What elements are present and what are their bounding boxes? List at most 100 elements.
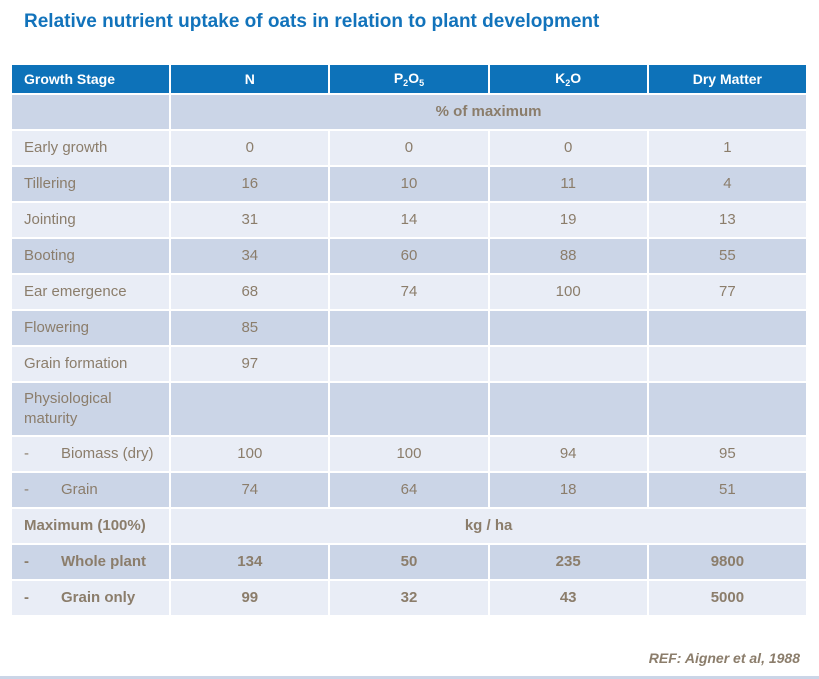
header-text: K [555, 70, 566, 86]
row-label-text: Grain only [61, 589, 136, 606]
table-row: Maximum (100%) kg / ha [9, 507, 808, 545]
row-label-text: Grain [61, 481, 98, 498]
column-header-dry-matter: Dry Matter [646, 63, 809, 95]
dash-marker: - [24, 481, 29, 498]
row-label: - Grain only [9, 579, 172, 617]
column-header-growth-stage: Growth Stage [9, 63, 172, 95]
value-cell: 134 [169, 543, 331, 581]
value-cell: 43 [487, 579, 649, 617]
row-label-text: Biomass (dry) [61, 445, 154, 462]
row-label-text: Ear emergence [24, 283, 127, 300]
row-label: Tillering [9, 165, 172, 203]
table-row: - Whole plant 134 50 235 9800 [9, 543, 809, 581]
table-header: Growth Stage N P2O5 K2O Dry Matter [9, 63, 809, 95]
value-cell: 55 [646, 237, 809, 275]
nutrient-table: Growth Stage N P2O5 K2O Dry Matter % of maxi… [9, 63, 809, 617]
table-row: Physiological maturity [9, 381, 809, 437]
value-cell: 0 [169, 129, 331, 167]
value-cell: 0 [328, 129, 490, 167]
header-text: Dry Matter [692, 71, 762, 87]
row-label: - Whole plant [9, 543, 172, 581]
value-cell: 50 [328, 543, 490, 581]
value-cell: 5000 [646, 579, 809, 617]
row-label-text: Whole plant [61, 553, 146, 570]
value-cell: 1 [646, 129, 809, 167]
value-cell [487, 345, 649, 383]
dash-marker: - [24, 589, 29, 606]
column-header-k2o: K2O [487, 63, 649, 95]
page-title: Relative nutrient uptake of oats in rela… [24, 11, 600, 32]
table-body: % of maximum Early growth 0 0 0 1 Tillering 16 1… [9, 93, 809, 617]
value-cell: 95 [646, 435, 809, 473]
dash-marker: - [24, 553, 29, 570]
row-label: Maximum (100%) [9, 507, 172, 545]
table-row: Jointing 31 14 19 13 [9, 201, 809, 239]
table-row: Early growth 0 0 0 1 [9, 129, 809, 167]
value-cell [646, 345, 809, 383]
value-cell [169, 381, 331, 437]
table-row: Flowering 85 [9, 309, 809, 347]
row-label-text: Physiological maturity [24, 390, 112, 427]
header-row: Growth Stage N P2O5 K2O Dry Matter [9, 63, 809, 95]
value-cell: 235 [487, 543, 649, 581]
table-row: Tillering 16 10 11 4 [9, 165, 809, 203]
value-cell [328, 309, 490, 347]
value-cell: 0 [487, 129, 649, 167]
row-label-text: Early growth [24, 139, 108, 156]
row-label: Booting [9, 237, 172, 275]
value-cell: 19 [487, 201, 649, 239]
value-cell: 68 [169, 273, 331, 311]
value-cell [487, 309, 649, 347]
value-cell: 10 [328, 165, 490, 203]
value-cell: 11 [487, 165, 649, 203]
value-cell [328, 345, 490, 383]
table-row: - Grain 74 64 18 51 [9, 471, 809, 509]
row-label-text: Tillering [24, 175, 76, 192]
row-label [9, 93, 172, 131]
value-cell: 16 [169, 165, 331, 203]
table-row: Booting 34 60 88 55 [9, 237, 809, 275]
value-cell: 64 [328, 471, 490, 509]
subscript: 2 [403, 78, 409, 88]
value-cell: 32 [328, 579, 490, 617]
table-row: - Grain only 99 32 43 5000 [9, 579, 809, 617]
header-text: O [570, 70, 582, 86]
value-cell: 85 [169, 309, 331, 347]
row-label: - Grain [9, 471, 172, 509]
unit-banner: % of maximum [169, 93, 808, 131]
value-cell: 34 [169, 237, 331, 275]
row-label-text: Booting [24, 247, 75, 264]
subscript: 2 [565, 78, 571, 88]
value-cell [328, 381, 490, 437]
row-label: Grain formation [9, 345, 172, 383]
value-cell [487, 381, 649, 437]
header-text: P [393, 70, 404, 86]
reference-note: REF: Aigner et al, 1988 [648, 650, 800, 666]
dash-marker: - [24, 445, 29, 462]
value-cell: 60 [328, 237, 490, 275]
header-text: N [244, 71, 255, 87]
value-cell: 18 [487, 471, 649, 509]
row-label: Early growth [9, 129, 172, 167]
unit-banner: kg / ha [169, 507, 808, 545]
column-header-p2o5: P2O5 [328, 63, 490, 95]
value-cell: 74 [169, 471, 331, 509]
row-label-text: Maximum (100%) [24, 517, 146, 534]
value-cell: 97 [169, 345, 331, 383]
table-row: - Biomass (dry) 100 100 94 95 [9, 435, 809, 473]
row-label: Physiological maturity [9, 381, 172, 437]
header-text: O [408, 70, 420, 86]
row-label: - Biomass (dry) [9, 435, 172, 473]
value-cell: 100 [487, 273, 649, 311]
value-cell: 77 [646, 273, 809, 311]
value-cell: 100 [169, 435, 331, 473]
row-label: Flowering [9, 309, 172, 347]
value-cell: 13 [646, 201, 809, 239]
row-label: Jointing [9, 201, 172, 239]
row-label-text: Grain formation [24, 355, 128, 372]
table-row: Ear emergence 68 74 100 77 [9, 273, 809, 311]
bottom-divider [0, 676, 819, 679]
value-cell [646, 309, 809, 347]
row-label: Ear emergence [9, 273, 172, 311]
